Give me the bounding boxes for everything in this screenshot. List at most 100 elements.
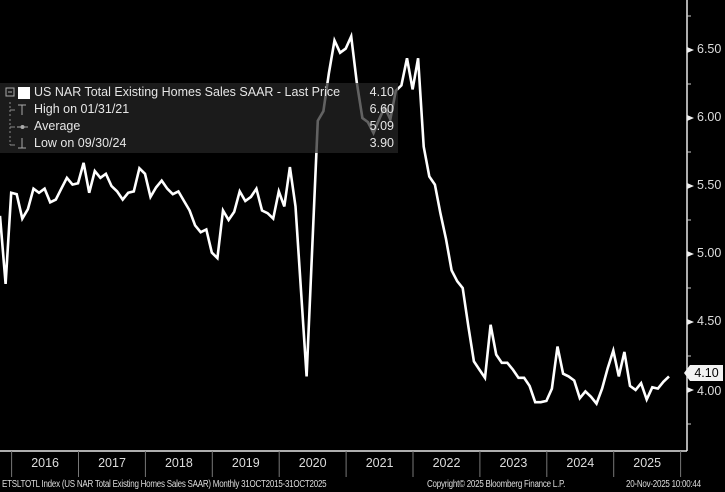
data-point [306, 375, 308, 377]
data-point [417, 57, 419, 59]
data-point [623, 351, 625, 353]
data-point [657, 388, 659, 390]
data-point [155, 186, 157, 188]
data-point [205, 229, 207, 231]
data-point [250, 196, 252, 198]
y-tick-mark [687, 387, 694, 393]
y-tick-mark [687, 183, 694, 189]
legend-high-label: High on 01/31/21 [34, 102, 130, 116]
data-point [406, 57, 408, 59]
data-point [311, 248, 313, 250]
data-point [222, 210, 224, 212]
data-point [244, 200, 246, 202]
x-tick-label: 2017 [98, 456, 126, 470]
data-point [596, 403, 598, 405]
data-point [518, 377, 520, 379]
data-point [495, 354, 497, 356]
data-point [439, 212, 441, 214]
data-point [629, 385, 631, 387]
data-point [590, 396, 592, 398]
x-tick-label: 2019 [231, 456, 260, 470]
data-point [111, 185, 113, 187]
data-point [177, 190, 179, 192]
data-point [529, 385, 531, 387]
legend-series-row[interactable]: US NAR Total Existing Homes Sales SAAR -… [0, 84, 394, 101]
data-point [607, 367, 609, 369]
y-tick-label: 4.00 [697, 384, 722, 398]
data-point [557, 346, 559, 348]
legend-low-value: 3.90 [369, 136, 394, 150]
data-point [261, 210, 263, 212]
data-point [49, 201, 51, 203]
data-point [44, 188, 46, 190]
high-marker-icon [9, 102, 26, 117]
data-point [345, 48, 347, 50]
data-point [83, 162, 85, 164]
legend-high-row: High on 01/31/21 6.60 [0, 101, 394, 118]
collapse-icon[interactable] [3, 85, 31, 100]
data-point [21, 218, 23, 220]
data-point [38, 192, 40, 194]
data-point [133, 190, 135, 192]
data-point [150, 196, 152, 198]
data-point [72, 184, 74, 186]
data-point [534, 401, 536, 403]
data-point [467, 325, 469, 327]
data-point [635, 389, 637, 391]
data-point [512, 369, 514, 371]
data-point [400, 84, 402, 86]
data-point [16, 193, 18, 195]
data-point [618, 375, 620, 377]
data-point [60, 188, 62, 190]
data-point [200, 231, 202, 233]
footer-description: ETSLTOTL Index (US NAR Total Existing Ho… [2, 479, 327, 490]
data-point [10, 192, 12, 194]
data-point [127, 192, 129, 194]
data-point [334, 40, 336, 42]
data-point [350, 35, 352, 37]
data-point [278, 190, 280, 192]
footer-copyright: Copyright© 2025 Bloomberg Finance L.P. [427, 479, 566, 490]
data-point [216, 257, 218, 259]
legend-average-label: Average [34, 119, 81, 133]
y-tick-mark [687, 115, 694, 121]
data-point [501, 362, 503, 364]
y-tick-label: 6.50 [697, 42, 722, 56]
y-tick-label: 5.50 [697, 178, 722, 192]
data-point [272, 218, 274, 220]
legend-average-row: Average 5.09 [0, 118, 394, 135]
data-point [428, 176, 430, 178]
data-point [33, 188, 35, 190]
last-price-tag: 4.10 [684, 365, 723, 381]
legend-last-value: 4.10 [369, 85, 394, 99]
data-point [568, 375, 570, 377]
x-tick-label: 2021 [365, 456, 394, 470]
data-point [551, 388, 553, 390]
data-point [27, 208, 29, 210]
data-point [144, 173, 146, 175]
data-point [339, 52, 341, 54]
data-point [646, 399, 648, 401]
x-tick-label: 2018 [164, 456, 193, 470]
data-point [490, 324, 492, 326]
data-point [573, 380, 575, 382]
data-point [211, 252, 213, 254]
data-point [283, 205, 285, 207]
data-point [445, 238, 447, 240]
data-point [289, 166, 291, 168]
data-point [267, 212, 269, 214]
series-line [0, 31, 670, 407]
low-marker-icon [9, 136, 26, 149]
data-point [651, 386, 653, 388]
data-point [233, 211, 235, 213]
data-point [183, 200, 185, 202]
data-point [640, 382, 642, 384]
data-point [540, 401, 542, 403]
data-point [161, 180, 163, 182]
x-tick-label: 2020 [298, 456, 327, 470]
x-tick-label: 2024 [566, 456, 595, 470]
data-point [584, 390, 586, 392]
footer-timestamp: 20-Nov-2025 10:00:44 [626, 479, 701, 490]
y-tick-mark [687, 251, 694, 257]
